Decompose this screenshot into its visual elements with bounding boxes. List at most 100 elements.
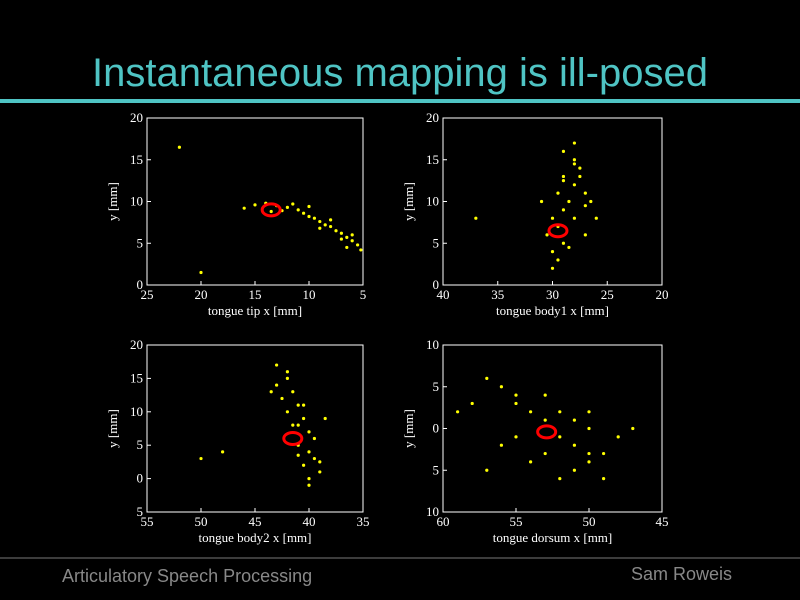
point: [594, 216, 598, 220]
point: [296, 403, 300, 407]
x-tick-label: 45: [249, 514, 262, 529]
x-axis-label: tongue body1 x [mm]: [496, 303, 609, 318]
point: [556, 191, 560, 195]
x-tick-label: 40: [437, 287, 450, 302]
point: [285, 205, 289, 209]
point: [350, 233, 354, 237]
point: [318, 460, 322, 464]
point: [558, 435, 562, 439]
point: [356, 243, 360, 247]
point: [318, 219, 322, 224]
point: [253, 203, 257, 207]
point: [291, 202, 295, 206]
point: [558, 477, 562, 481]
point: [572, 443, 577, 447]
point: [587, 451, 591, 456]
point: [587, 426, 591, 431]
x-tick-label: 20: [656, 287, 669, 302]
point: [514, 393, 518, 397]
point: [296, 208, 300, 212]
point: [291, 423, 295, 427]
point: [572, 418, 577, 422]
point: [199, 456, 203, 461]
point: [543, 393, 547, 397]
point: [345, 235, 349, 240]
y-tick-label: 10: [426, 194, 439, 209]
point: [561, 241, 566, 245]
y-tick-label: 20: [426, 110, 439, 125]
footer-left: Articulatory Speech Processing: [62, 566, 312, 586]
y-tick-label: 10: [426, 337, 439, 352]
x-axis-label: tongue dorsum x [mm]: [493, 530, 613, 545]
y-axis-label: y [mm]: [401, 182, 416, 221]
point: [561, 208, 566, 212]
x-tick-label: 25: [601, 287, 614, 302]
point: [572, 468, 577, 472]
point: [545, 233, 549, 237]
x-tick-label: 35: [491, 287, 504, 302]
point: [572, 183, 577, 187]
point: [558, 410, 562, 414]
point: [359, 248, 363, 252]
point: [514, 435, 518, 439]
x-tick-label: 50: [583, 514, 596, 529]
x-tick-label: 10: [303, 287, 316, 302]
title-rule: [0, 99, 800, 103]
point: [543, 451, 547, 456]
point: [572, 141, 577, 145]
point: [296, 453, 300, 457]
point: [334, 229, 338, 233]
point: [543, 418, 547, 422]
y-tick-label: 15: [426, 152, 439, 167]
x-tick-label: 55: [141, 514, 154, 529]
slide-title: Instantaneous mapping is ill-posed: [92, 51, 708, 95]
point: [307, 450, 311, 454]
point: [339, 231, 343, 235]
point: [583, 204, 587, 208]
point: [499, 385, 503, 389]
x-axis-label: tongue body2 x [mm]: [198, 530, 311, 545]
y-tick-label: 15: [130, 370, 143, 385]
point: [291, 390, 295, 394]
point: [302, 403, 306, 407]
x-tick-label: 45: [656, 514, 669, 529]
point: [345, 245, 349, 250]
point: [285, 370, 289, 374]
point: [456, 410, 460, 414]
point: [583, 233, 587, 237]
point: [307, 483, 311, 487]
y-tick-label: 0: [137, 471, 144, 486]
highlight-ring: [536, 424, 558, 440]
highlight-ring: [260, 202, 282, 218]
y-tick-label: 5: [137, 504, 144, 519]
point: [529, 460, 533, 464]
y-tick-label: 15: [130, 152, 143, 167]
y-tick-label: 5: [137, 437, 144, 452]
point: [302, 211, 306, 215]
y-tick-label: 5: [433, 462, 440, 477]
x-axis-label: tongue tip x [mm]: [208, 303, 302, 318]
point: [485, 376, 489, 380]
point: [567, 199, 571, 204]
point: [307, 477, 311, 481]
y-tick-label: 5: [433, 235, 440, 250]
point: [329, 218, 333, 222]
point: [550, 216, 555, 220]
point: [285, 410, 289, 414]
point: [514, 401, 518, 406]
point: [572, 158, 577, 162]
point: [269, 209, 273, 214]
point: [587, 410, 591, 414]
point: [550, 266, 555, 270]
point: [602, 477, 606, 481]
point: [302, 416, 306, 421]
y-axis-label: y [mm]: [105, 182, 120, 221]
point: [485, 468, 489, 472]
point: [221, 450, 225, 454]
point: [307, 204, 311, 209]
y-axis-label: y [mm]: [105, 409, 120, 448]
point: [616, 435, 620, 439]
point: [312, 456, 316, 461]
point: [312, 216, 316, 220]
